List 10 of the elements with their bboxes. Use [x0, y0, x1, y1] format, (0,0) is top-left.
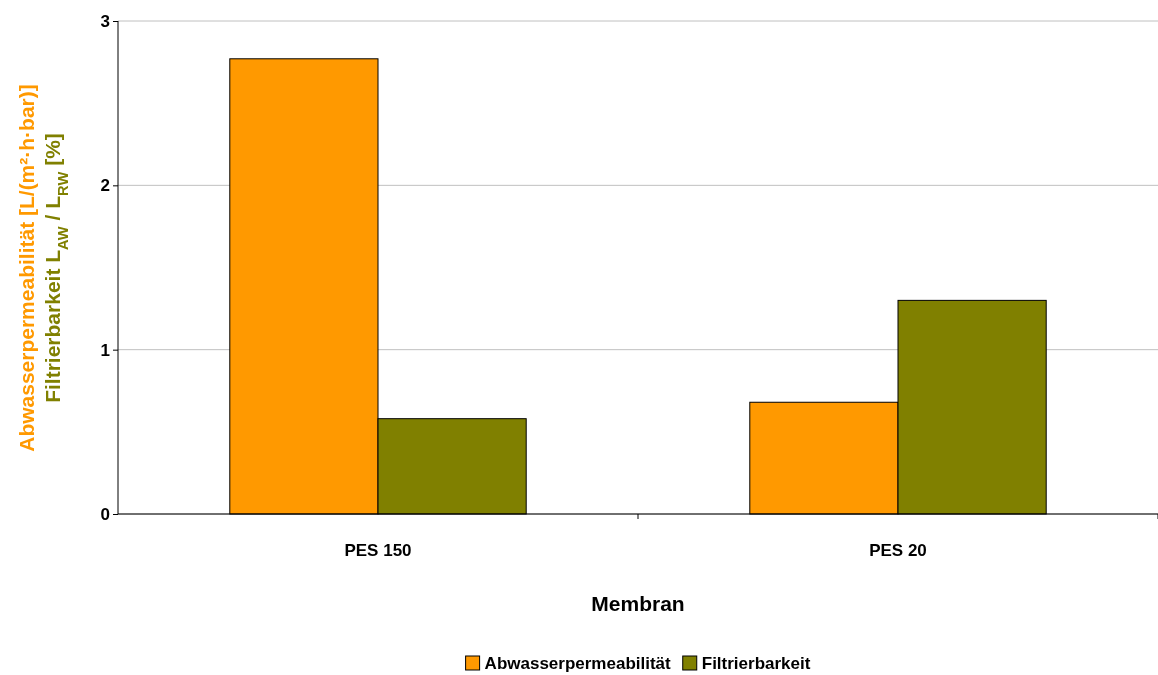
y-tick-label: 1 — [100, 340, 110, 360]
y-axis-title: Abwasserpermeabilität [L/(m²·h·bar)] — [15, 84, 38, 452]
legend-label: Filtrierbarkeit — [701, 654, 811, 673]
x-tick-label: PES 20 — [869, 541, 927, 560]
x-axis-title: Membran — [591, 592, 685, 615]
x-tick-label: PES 150 — [344, 541, 412, 560]
legend-label: Abwasserpermeabilität — [484, 654, 672, 673]
y-tick-label: 3 — [100, 11, 110, 31]
y-tick-label: 2 — [100, 176, 110, 196]
y-tick-label: 0 — [100, 504, 110, 524]
